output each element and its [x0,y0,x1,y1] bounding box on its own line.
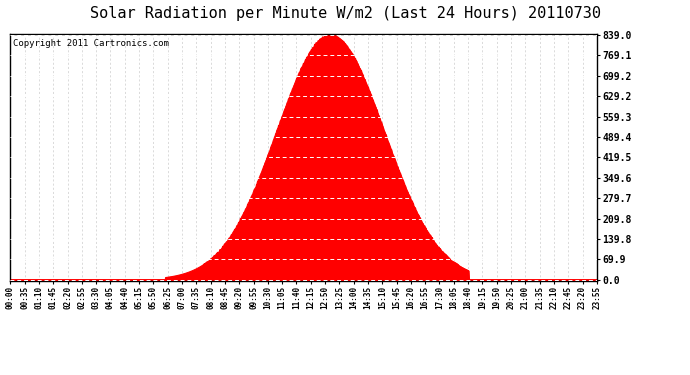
Text: Copyright 2011 Cartronics.com: Copyright 2011 Cartronics.com [13,39,169,48]
Text: Solar Radiation per Minute W/m2 (Last 24 Hours) 20110730: Solar Radiation per Minute W/m2 (Last 24… [90,6,600,21]
